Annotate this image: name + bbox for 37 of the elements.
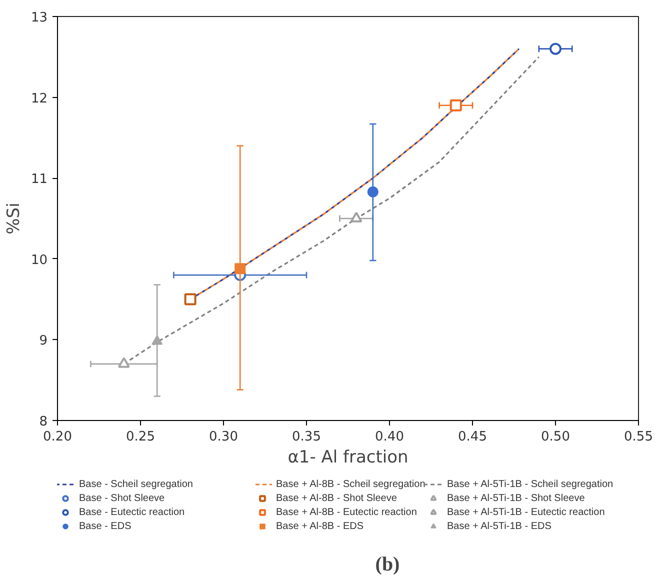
x-tick-label: 0.35 [292,430,321,444]
y-tick-label: 8 [39,414,48,430]
point [152,335,163,345]
x-tick-label: 0.55 [624,430,653,444]
legend-label: Base + Al-5Ti-1B - EDS [447,520,552,532]
legend-label: Base + Al-5Ti-1B - Scheil segregation [447,478,614,490]
legend-label: Base + Al-5Ti-1B - Eutectic reaction [447,506,606,518]
y-tick-label: 9 [39,334,48,349]
legend-label: Base - Scheil segregation [79,478,194,490]
legend-label: Base + Al-8B - Shot Sleeve [276,492,397,504]
legend-label: Base - EDS [79,520,132,532]
point [350,212,362,222]
x-tick-label: 0.25 [126,430,155,444]
text: (b) [375,554,400,576]
point [184,293,196,306]
y-tick-label: 12 [30,91,48,106]
legend-label: Base + Al-8B - Scheil segregation [276,478,426,490]
point [550,42,562,55]
legend-label: Base - Eutectic reaction [79,506,186,518]
x-tick-label: 0.45 [458,430,487,444]
legend-label: Base + Al-5Ti-1B - Shot Sleeve [447,492,586,504]
point [234,263,246,274]
point [367,186,378,198]
x-axis-title: α1- Al fraction [288,448,408,468]
x-tick-label: 0.50 [541,430,570,444]
legend-label: Base + Al-8B - EDS [276,520,364,532]
x-tick-label: 0.20 [43,430,72,444]
x-tick-label: 0.40 [375,430,404,444]
y-axis-title: %Si [4,202,24,234]
point [118,357,130,368]
y-tick-label: 10 [30,252,48,268]
legend-label: Base - Shot Sleeve [79,492,166,504]
point [450,99,462,112]
x-tick-label: 0.30 [209,430,238,444]
legend-label: Base + Al-8B - Eutectic reaction [276,506,417,518]
y-tick-label: 13 [30,10,48,26]
y-tick-label: 11 [30,172,48,188]
